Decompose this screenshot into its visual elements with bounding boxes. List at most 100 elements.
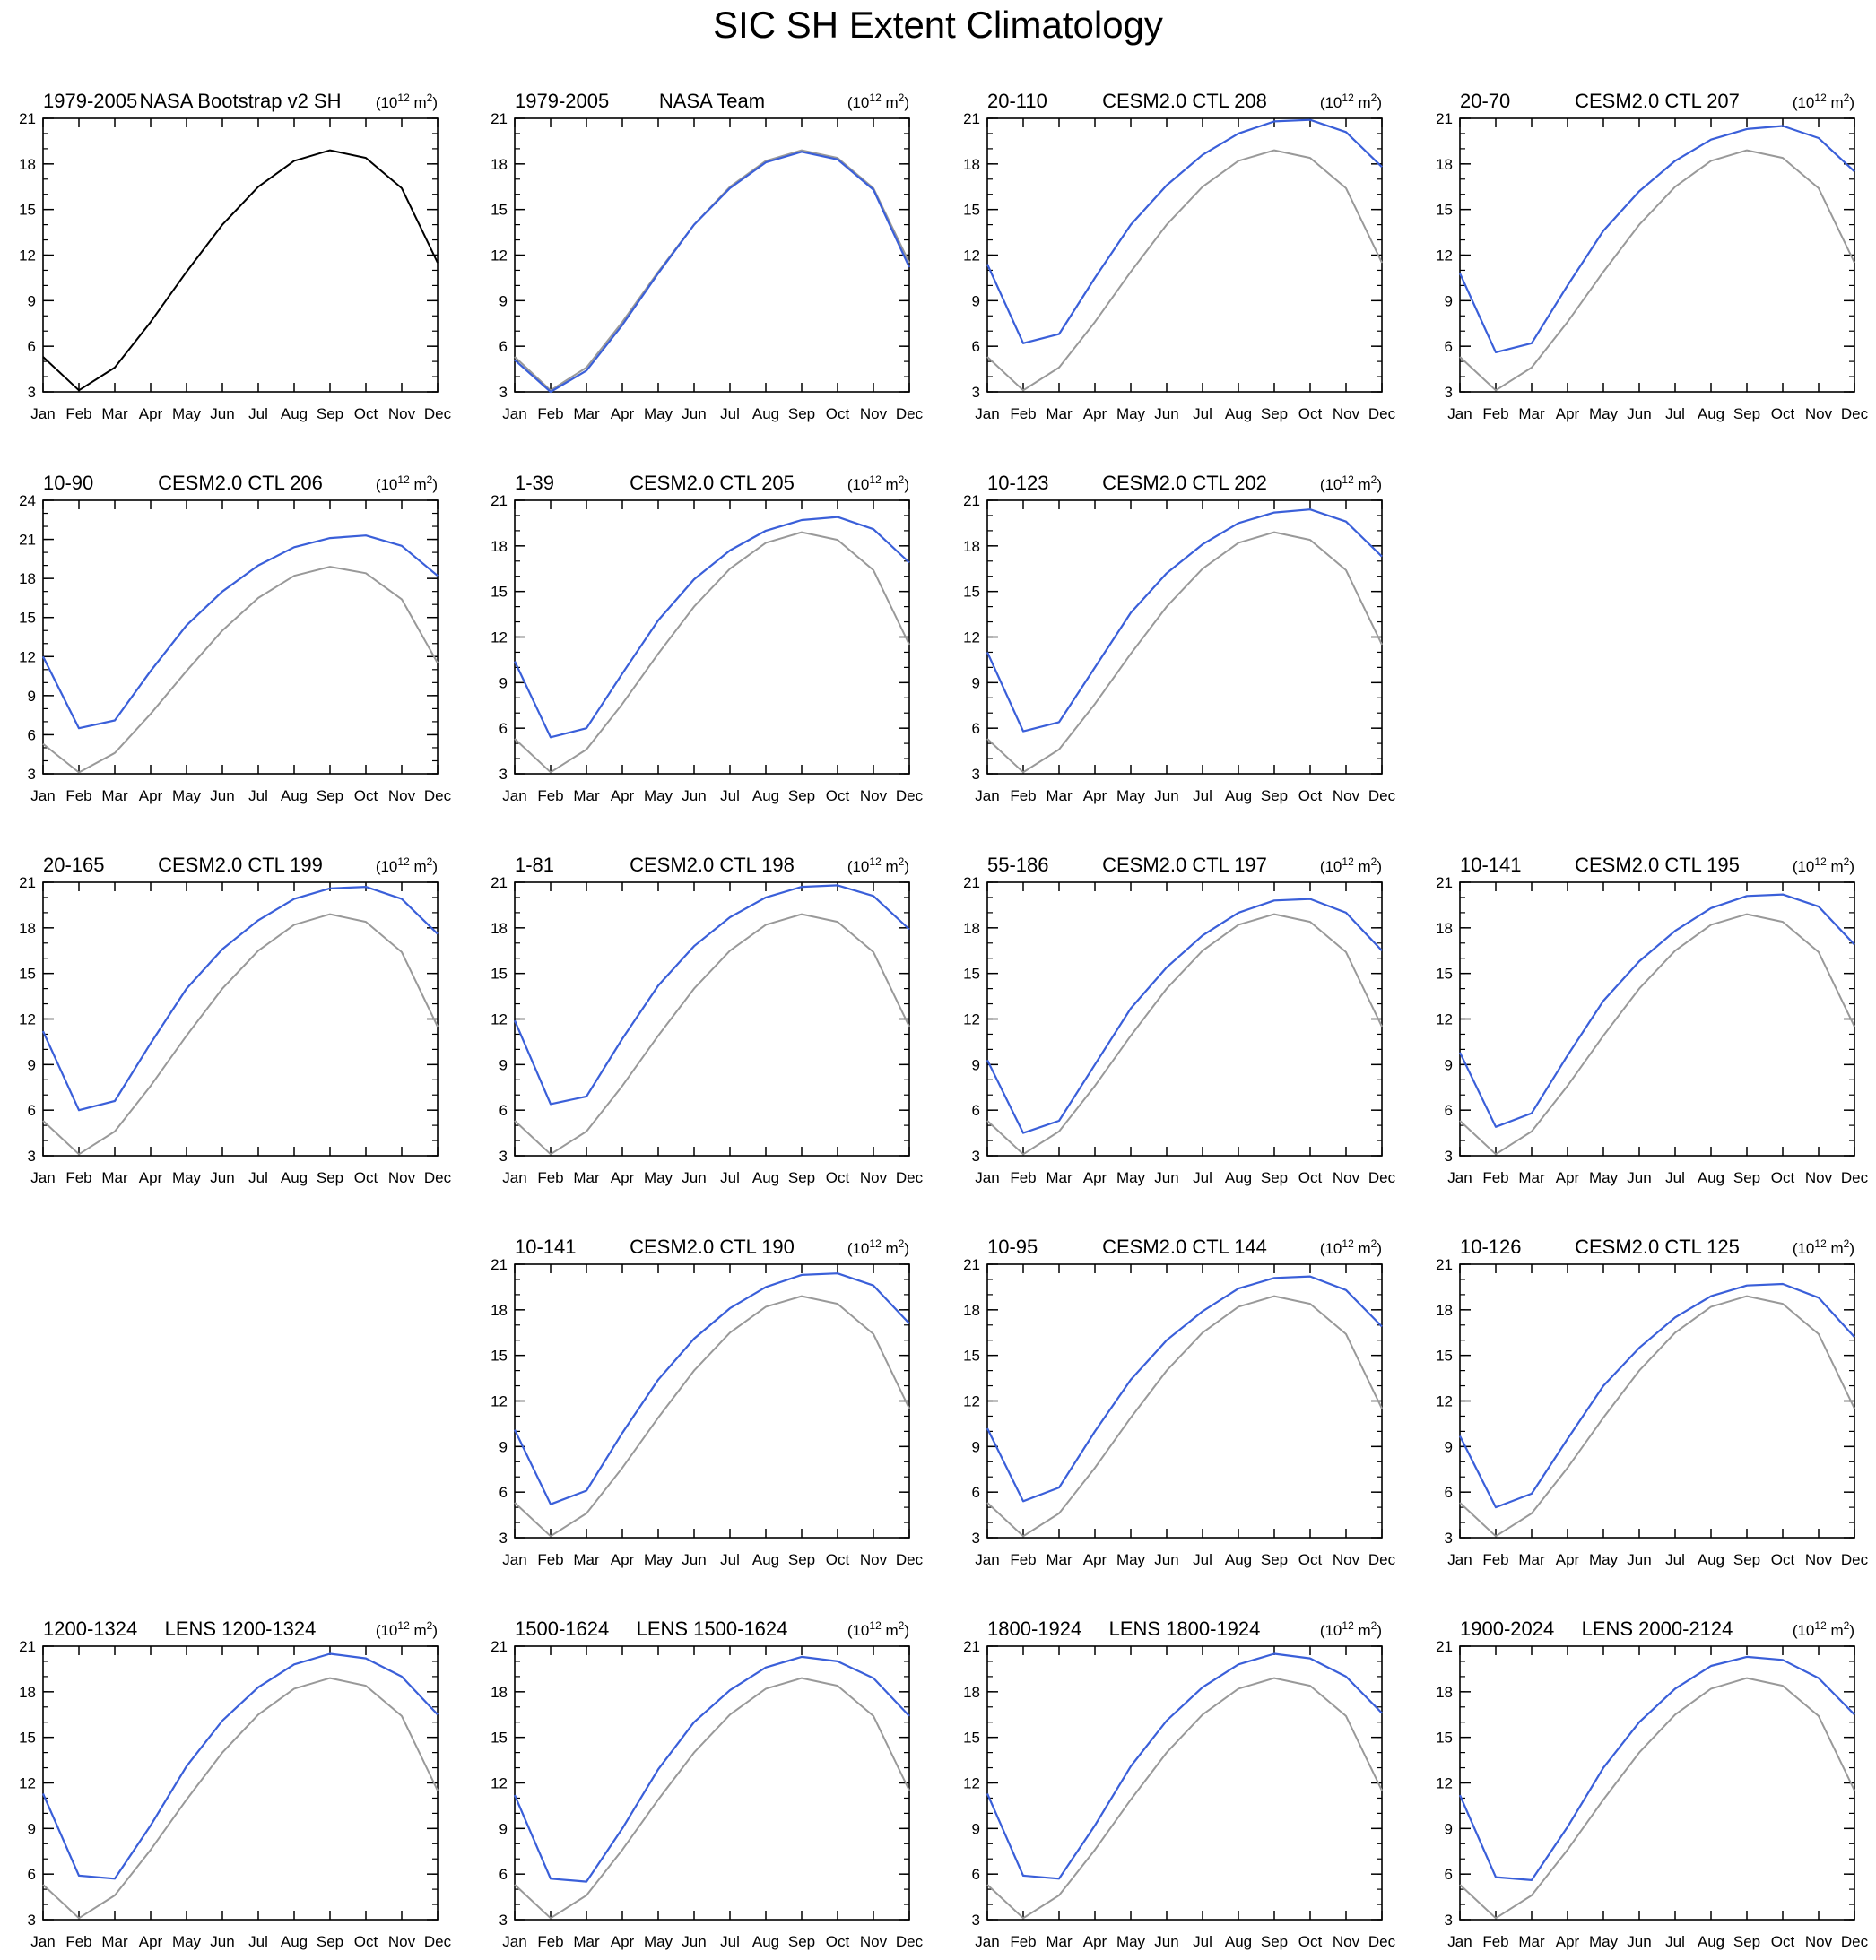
panel-title: CESM2.0 CTL 195 [1575, 854, 1740, 876]
plot-frame [1459, 117, 1855, 393]
y-tick-label: 18 [963, 538, 980, 555]
x-tick-label: Apr [139, 787, 163, 804]
panel-period-label: 1979-2005 [515, 90, 609, 112]
x-tick-label: Oct [354, 1933, 378, 1950]
plot-frame [42, 499, 439, 775]
x-tick-label: Aug [752, 1551, 779, 1568]
x-tick-label: Aug [1698, 1169, 1724, 1186]
y-tick-label: 9 [1445, 1820, 1453, 1837]
units-label: (1012 m2) [1320, 473, 1382, 493]
obs-reference-line [514, 1677, 910, 1920]
x-tick-label: Dec [424, 405, 452, 422]
panel-period-label: 10-90 [43, 472, 93, 494]
y-tick-label: 3 [972, 1148, 980, 1165]
x-tick-label: Sep [1261, 1169, 1288, 1186]
model-series-line [1458, 125, 1855, 353]
panel-6: 3 6 9 12 15 18 21 Jan Feb Mar Apr May Jun Jul Aug Sep Oc… [963, 472, 1396, 804]
y-tick-label: 3 [972, 766, 980, 783]
panel-title: CESM2.0 CTL 202 [1102, 472, 1267, 494]
x-tick-label: Mar [573, 787, 600, 804]
y-tick-label: 21 [963, 110, 980, 127]
model-series-line [1458, 1655, 1855, 1881]
x-tick-label: Aug [1698, 1933, 1724, 1950]
x-tick-label: Jun [682, 1933, 706, 1950]
y-tick-label: 6 [28, 1102, 36, 1119]
x-tick-label: Apr [611, 1933, 635, 1950]
x-tick-label: Oct [1298, 405, 1323, 422]
y-tick-label: 12 [1436, 1393, 1453, 1410]
units-label: (1012 m2) [847, 473, 909, 493]
obs-reference-line [1459, 1677, 1855, 1920]
x-tick-label: Nov [1333, 787, 1360, 804]
panel-period-label: 10-123 [987, 472, 1049, 494]
x-tick-label: Nov [860, 787, 888, 804]
y-tick-label: 18 [19, 920, 36, 937]
x-tick-label: May [1589, 1551, 1619, 1568]
x-tick-label: Mar [1046, 1169, 1073, 1186]
x-tick-label: Jun [1154, 1169, 1178, 1186]
panel-0: 3 6 9 12 15 18 21 Jan Feb Mar Apr May Jun Jul Aug Sep Oc… [19, 90, 452, 422]
x-tick-label: Jan [502, 1551, 526, 1568]
x-tick-label: Dec [896, 787, 924, 804]
x-tick-label: Oct [826, 1933, 850, 1950]
panel-period-label: 55-186 [987, 854, 1049, 876]
y-tick-label: 12 [963, 1775, 980, 1792]
plot-frame [514, 881, 910, 1157]
x-tick-label: Aug [752, 1933, 779, 1950]
y-tick-label: 3 [1445, 1530, 1453, 1547]
x-tick-label: Apr [1556, 1169, 1580, 1186]
panel-period-label: 10-126 [1460, 1236, 1522, 1258]
x-tick-label: Mar [573, 405, 600, 422]
y-tick-label: 9 [972, 1820, 980, 1837]
y-tick-label: 6 [499, 1102, 508, 1119]
y-tick-label: 15 [963, 1730, 980, 1747]
y-tick-label: 6 [28, 338, 36, 355]
x-tick-label: May [1589, 1169, 1619, 1186]
x-tick-label: Mar [1046, 405, 1073, 422]
y-tick-label: 3 [499, 384, 508, 401]
y-tick-label: 15 [19, 966, 36, 983]
y-tick-label: 21 [1436, 110, 1453, 127]
units-label: (1012 m2) [1793, 1619, 1854, 1639]
obs-reference-line [986, 1677, 1383, 1920]
x-tick-label: Mar [1046, 1933, 1073, 1950]
x-tick-label: Sep [788, 405, 815, 422]
x-tick-label: Jul [248, 787, 268, 804]
y-tick-label: 21 [963, 874, 980, 891]
x-tick-label: May [1116, 787, 1146, 804]
y-tick-label: 15 [963, 584, 980, 601]
x-tick-label: Sep [1733, 1933, 1760, 1950]
y-tick-label: 18 [19, 1684, 36, 1701]
x-tick-label: May [172, 787, 202, 804]
x-tick-label: Oct [1771, 405, 1795, 422]
y-tick-label: 6 [972, 1484, 980, 1501]
x-tick-label: Nov [860, 405, 888, 422]
x-tick-label: May [172, 405, 202, 422]
x-tick-label: Jan [975, 1169, 999, 1186]
x-tick-label: Nov [860, 1169, 888, 1186]
x-tick-label: Aug [1225, 1551, 1252, 1568]
y-tick-label: 21 [491, 492, 508, 509]
x-tick-label: Jun [682, 1169, 706, 1186]
obs-reference-line [1459, 149, 1855, 392]
x-tick-label: Jul [720, 1933, 740, 1950]
panel-title: LENS 2000-2124 [1582, 1617, 1733, 1640]
x-tick-label: Nov [388, 1169, 416, 1186]
x-tick-label: Feb [537, 1551, 563, 1568]
x-tick-label: Nov [1805, 1169, 1833, 1186]
x-tick-label: Jul [1193, 405, 1212, 422]
x-tick-label: Jan [1447, 405, 1472, 422]
obs-reference-line [1459, 913, 1855, 1156]
panel-title: CESM2.0 CTL 207 [1575, 90, 1740, 112]
x-tick-label: Mar [573, 1169, 600, 1186]
y-tick-label: 15 [1436, 966, 1453, 983]
panel-period-label: 1200-1324 [43, 1617, 137, 1640]
y-tick-label: 18 [1436, 1302, 1453, 1319]
x-tick-label: Jun [1154, 787, 1178, 804]
units-label: (1012 m2) [847, 91, 909, 111]
x-tick-label: Dec [896, 1933, 924, 1950]
y-tick-label: 6 [28, 1866, 36, 1883]
x-tick-label: Aug [752, 787, 779, 804]
x-tick-label: Feb [1482, 405, 1508, 422]
x-tick-label: Jul [1665, 405, 1685, 422]
